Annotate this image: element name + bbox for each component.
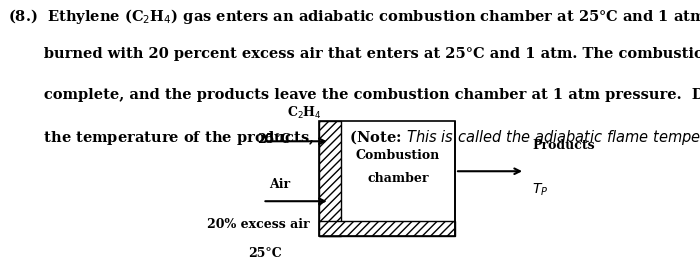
Text: 25°C: 25°C (248, 247, 282, 260)
Text: $T_P$: $T_P$ (532, 181, 548, 198)
Text: 20% excess air: 20% excess air (206, 218, 309, 231)
Bar (318, 221, 455, 236)
Bar (341, 121, 455, 221)
Text: Products: Products (532, 139, 594, 151)
Text: chamber: chamber (368, 172, 428, 185)
Bar (318, 121, 341, 236)
Text: 25°C: 25°C (257, 133, 290, 146)
Text: burned with 20 percent excess air that enters at 25°C and 1 atm. The combustion : burned with 20 percent excess air that e… (8, 47, 700, 61)
Text: C$_2$H$_4$: C$_2$H$_4$ (287, 104, 322, 121)
Text: Combustion: Combustion (356, 149, 440, 162)
Text: Air: Air (270, 178, 290, 191)
Text: the temperature of the products, $T_P$.  (Note: $\it{This\ is\ called\ the\ adia: the temperature of the products, $T_P$. … (8, 128, 700, 148)
Bar (318, 121, 455, 236)
Text: complete, and the products leave the combustion chamber at 1 atm pressure.  Dete: complete, and the products leave the com… (8, 88, 700, 102)
Text: (8.)  Ethylene (C$_2$H$_4$) gas enters an adiabatic combustion chamber at 25°C a: (8.) Ethylene (C$_2$H$_4$) gas enters an… (8, 7, 700, 26)
